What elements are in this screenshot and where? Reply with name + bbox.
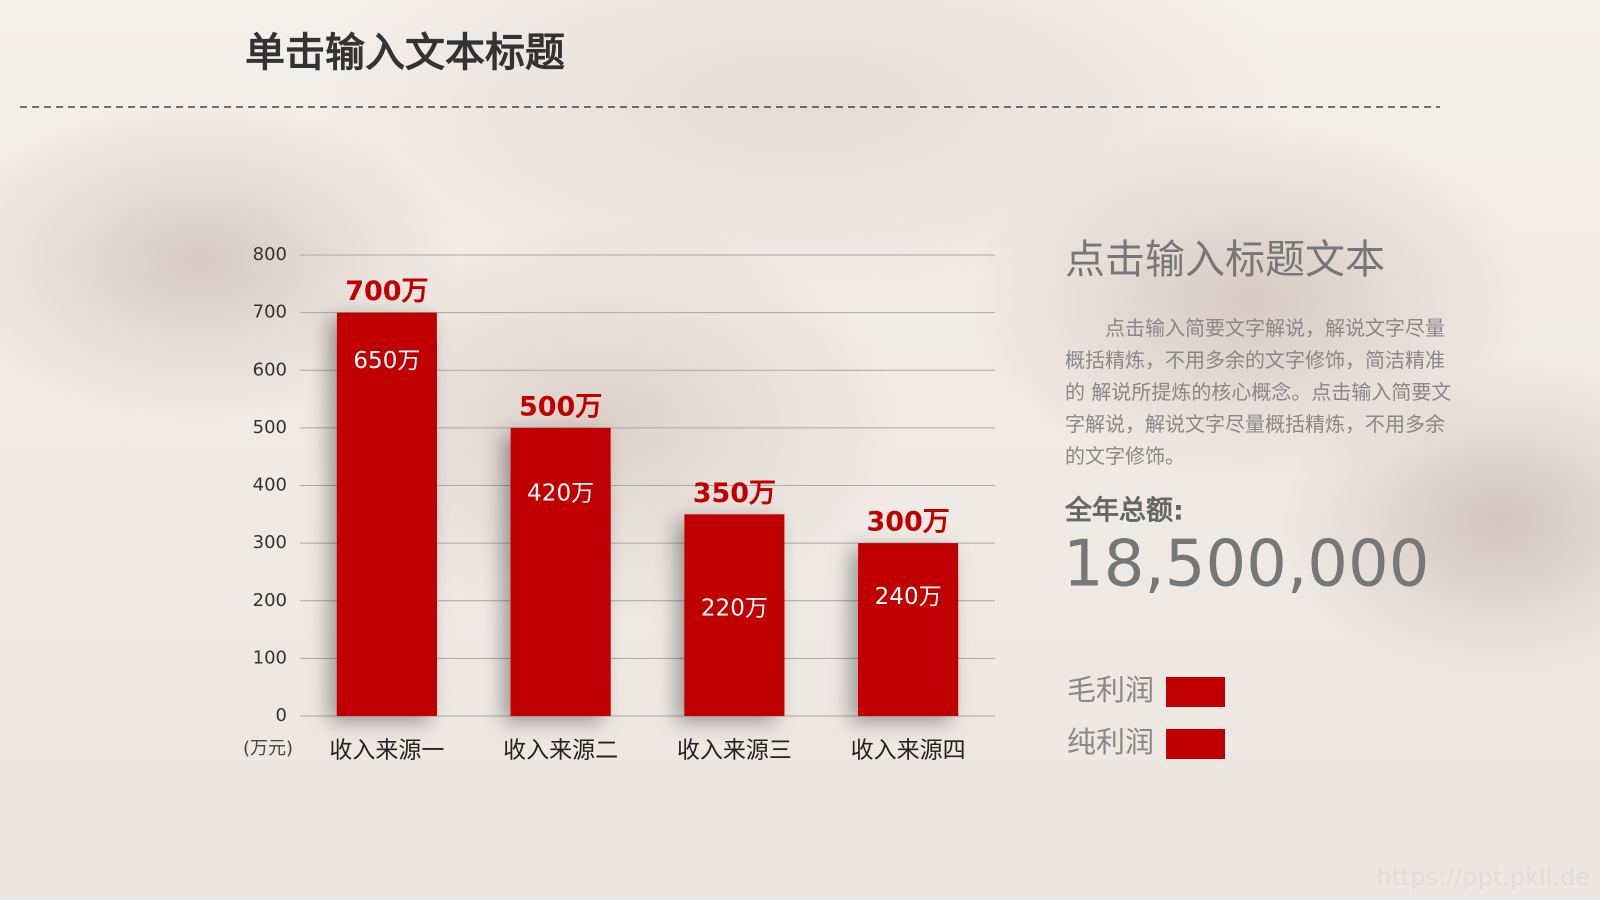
y-tick-label: 700 [253, 302, 287, 323]
bar [858, 577, 959, 716]
value-label: 240万 [875, 584, 942, 610]
legend-swatch [1166, 729, 1225, 759]
value-label: 420万 [527, 480, 594, 506]
total-label: 全年总额: [1064, 495, 1184, 527]
y-tick-label: 500 [253, 417, 287, 438]
value-label: 650万 [353, 348, 420, 374]
legend-swatch [1166, 677, 1225, 707]
watermark: https://ppt.pkll.de [1376, 863, 1590, 891]
bar [510, 473, 611, 716]
y-tick-label: 0 [276, 705, 287, 726]
y-tick-label: 400 [253, 475, 287, 496]
y-tick-label: 300 [253, 532, 287, 553]
x-tick-label: 收入来源一 [329, 738, 444, 764]
bar [336, 341, 437, 716]
x-tick-label: 收入来源二 [503, 738, 618, 764]
side-body: 点击输入简要文字解说，解说文字尽量概括精炼，不用多余的文字修饰，简洁精准的 解说… [1065, 316, 1452, 468]
y-tick-label: 100 [253, 647, 287, 668]
legend-label: 毛利润 [1067, 673, 1154, 707]
y-tick-label: 600 [253, 359, 287, 380]
value-label: 500万 [519, 391, 602, 422]
x-tick-label: 收入来源三 [677, 738, 792, 764]
side-title: 点击输入标题文本 [1065, 237, 1385, 283]
value-label: 300万 [866, 507, 949, 538]
y-tick-label: 200 [253, 590, 287, 611]
total-value: 18,500,000 [1063, 528, 1429, 602]
value-label: 350万 [693, 478, 776, 509]
x-tick-label: 收入来源四 [851, 738, 966, 764]
value-label: 700万 [345, 276, 428, 307]
slide-title: 单击输入文本标题 [245, 30, 565, 76]
value-label: 220万 [701, 596, 768, 622]
bar [684, 589, 785, 716]
legend-label: 纯利润 [1067, 725, 1154, 759]
y-axis-label: (万元) [243, 738, 293, 759]
y-tick-label: 800 [253, 244, 287, 265]
